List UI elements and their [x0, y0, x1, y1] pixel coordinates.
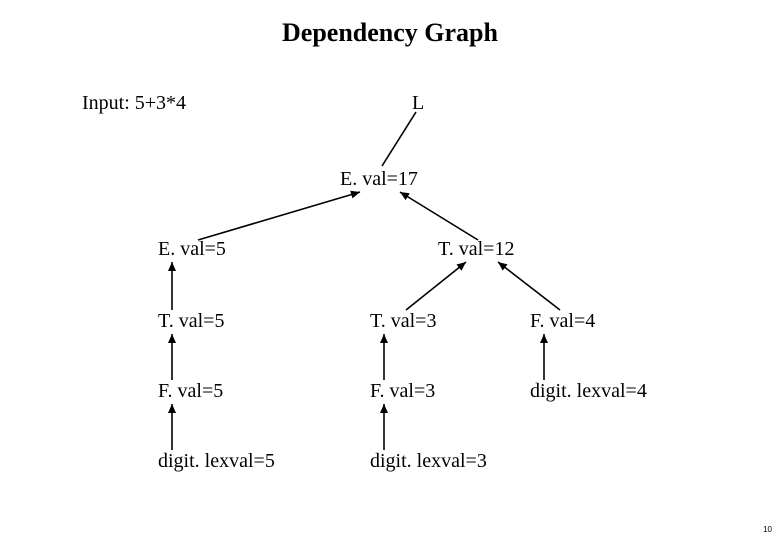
node-F3: F. val=3: [370, 380, 435, 403]
node-T3: T. val=3: [370, 310, 436, 333]
node-D4: digit. lexval=4: [530, 380, 647, 403]
node-T5: T. val=5: [158, 310, 224, 333]
node-F5: F. val=5: [158, 380, 223, 403]
page-number: 10: [763, 525, 772, 534]
node-D3: digit. lexval=3: [370, 450, 487, 473]
page-title: Dependency Graph: [0, 18, 780, 48]
node-L: L: [412, 92, 424, 115]
node-F4: F. val=4: [530, 310, 595, 333]
node-E17: E. val=17: [340, 168, 418, 191]
node-T12: T. val=12: [438, 238, 514, 261]
node-E5: E. val=5: [158, 238, 226, 261]
diagram-stage: Dependency Graph Input: 5+3*4 L E. val=1…: [0, 0, 780, 540]
input-label: Input: 5+3*4: [82, 92, 186, 115]
node-D5: digit. lexval=5: [158, 450, 275, 473]
